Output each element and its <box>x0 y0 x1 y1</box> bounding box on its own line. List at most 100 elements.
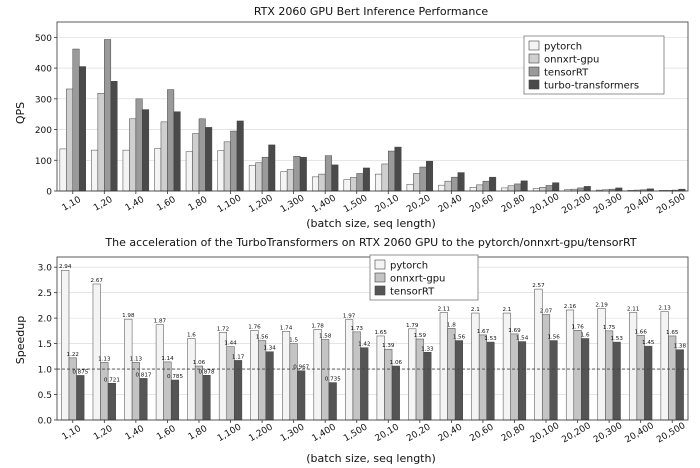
bar <box>92 283 101 421</box>
qps-chart: RTX 2060 GPU Bert Inference Performance … <box>14 5 689 230</box>
bar <box>454 340 463 421</box>
y-tick-label: 2.5 <box>38 289 52 299</box>
bar <box>388 150 395 192</box>
y-tick-label: 0.5 <box>38 391 52 401</box>
bar <box>155 324 164 421</box>
y-tick-label: 100 <box>35 157 52 167</box>
bar <box>313 329 322 421</box>
bar <box>223 141 231 192</box>
bar <box>78 66 86 192</box>
data-label: 1.34 <box>263 346 276 352</box>
bar <box>129 118 137 192</box>
bar <box>72 48 80 192</box>
bar <box>391 365 400 421</box>
data-label: 2.19 <box>595 302 608 308</box>
y-tick-label: 500 <box>35 34 52 44</box>
bar <box>187 338 196 421</box>
data-label: 1.06 <box>193 360 206 366</box>
x-tick-label: 20,300 <box>592 192 625 217</box>
legend-label: onnxrt-gpu <box>390 274 445 285</box>
y-tick-label: 0 <box>46 188 52 198</box>
x-tick-label: 1,400 <box>311 422 339 444</box>
bar <box>482 180 490 192</box>
data-label: 1.72 <box>217 326 229 332</box>
data-label: 1.5 <box>289 338 298 344</box>
legend-label: pytorch <box>390 261 428 272</box>
bar <box>328 382 337 421</box>
qps-y-ticks: 0 100 200 300 400 500 <box>35 34 57 198</box>
data-label: 0.817 <box>135 372 151 378</box>
bar <box>265 351 274 421</box>
bar <box>311 176 319 192</box>
x-tick-label: 20,20 <box>405 193 433 215</box>
bar <box>408 328 417 421</box>
bar <box>545 185 553 192</box>
bar <box>100 362 109 421</box>
legend-swatch <box>528 79 540 90</box>
legend-label: tensorRT <box>390 287 435 298</box>
data-label: 1.39 <box>382 343 395 349</box>
bar <box>419 166 427 192</box>
data-label: 1.75 <box>603 325 616 331</box>
data-label: 1.38 <box>674 344 687 350</box>
data-label: 1.56 <box>547 335 560 341</box>
data-label: 2.07 <box>540 309 553 315</box>
bar <box>362 167 370 192</box>
y-tick-label: 300 <box>35 95 52 105</box>
bar <box>192 133 200 192</box>
bar <box>167 89 175 192</box>
data-label: 1.33 <box>421 346 434 352</box>
x-tick-label: 1,80 <box>187 195 210 214</box>
data-label: 0.875 <box>72 369 88 375</box>
bar <box>406 183 414 192</box>
data-label: 1.8 <box>447 322 456 328</box>
bar <box>539 187 547 192</box>
qps-plot-frame <box>56 21 689 192</box>
legend-label: tensorRT <box>544 68 589 79</box>
bar <box>394 146 402 192</box>
bar <box>202 375 211 421</box>
bar <box>451 176 459 192</box>
data-label: 0.967 <box>293 365 309 371</box>
data-label: 2.16 <box>564 304 577 310</box>
x-tick-label: 1,500 <box>342 193 370 215</box>
y-tick-label: 1.0 <box>38 366 53 376</box>
data-label: 1.78 <box>311 323 324 329</box>
x-tick-label: 1,400 <box>311 193 339 215</box>
bar <box>163 361 172 421</box>
x-tick-label: 1,300 <box>279 193 307 215</box>
data-label: 2.1 <box>471 307 480 313</box>
bar <box>160 121 168 192</box>
bar <box>282 331 291 421</box>
x-tick-label: 1,10 <box>61 424 84 443</box>
bar <box>514 183 522 192</box>
bar <box>198 118 206 192</box>
bar <box>541 314 551 421</box>
bar <box>217 150 225 192</box>
x-tick-label: 20,40 <box>437 193 465 215</box>
speedup-data-labels: 2.94 2.67 1.98 1.87 1.6 1.72 1.76 1.74 1.78 1.97 1… <box>59 264 686 383</box>
data-label: 1.58 <box>319 334 332 340</box>
y-tick-label: 3.0 <box>38 264 53 274</box>
legend-label: onnxrt-gpu <box>544 55 599 66</box>
bar <box>476 184 484 192</box>
bar <box>97 93 105 192</box>
bar <box>170 379 180 421</box>
y-tick-label: 0.0 <box>38 417 53 427</box>
data-label: 0.721 <box>104 377 120 383</box>
x-tick-label: 1,60 <box>155 424 178 443</box>
speedup-x-ticks: 1,10 1,20 1,40 1,60 1,80 1,100 1,200 1,300 1,400… <box>61 420 688 445</box>
x-tick-label: 20,100 <box>529 421 562 446</box>
bar <box>324 155 332 192</box>
bar <box>501 187 509 192</box>
bar <box>286 169 294 192</box>
bar <box>375 173 383 192</box>
y-tick-label: 2.0 <box>38 315 53 325</box>
bar <box>255 162 263 192</box>
bar <box>318 173 326 192</box>
data-label: 2.94 <box>59 264 72 270</box>
x-tick-label: 1,60 <box>155 195 178 214</box>
legend-swatch <box>528 53 540 64</box>
data-label: 1.14 <box>161 356 174 362</box>
x-tick-label: 20,500 <box>655 421 688 446</box>
